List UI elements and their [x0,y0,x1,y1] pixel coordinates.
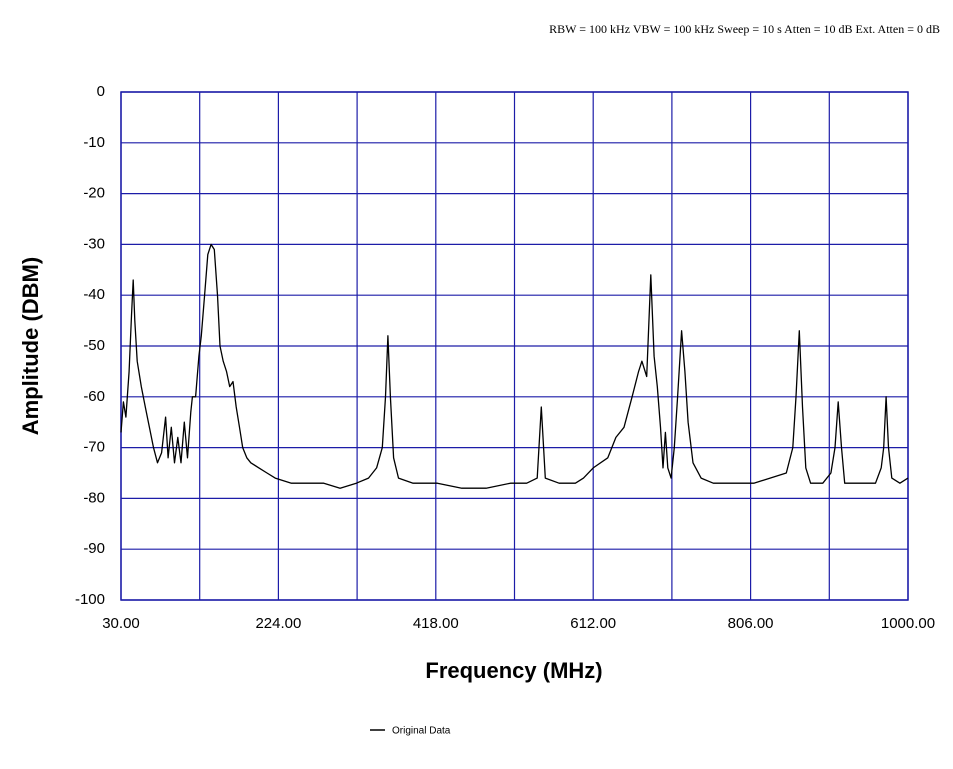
y-tick-label: -30 [83,235,105,252]
y-tick-label: -50 [83,337,105,354]
y-tick-label: -60 [83,388,105,405]
y-tick-label: -80 [83,489,105,506]
y-axis-label: Amplitude (DBM) [18,257,43,435]
y-tick-label: -90 [83,540,105,557]
y-tick-label: 0 [97,83,105,100]
x-tick-label: 224.00 [255,615,301,632]
x-axis-label: Frequency (MHz) [425,658,602,683]
x-tick-label: 612.00 [570,615,616,632]
y-tick-label: -10 [83,134,105,151]
y-tick-label: -70 [83,439,105,456]
y-tick-label: -100 [75,591,105,608]
legend-label: Original Data [392,726,451,737]
x-tick-label: 806.00 [728,615,774,632]
x-tick-label: 418.00 [413,615,459,632]
data-line [120,243,909,489]
y-tick-label: -40 [83,286,105,303]
plot-frame [120,91,909,601]
x-tick-label: 30.00 [102,615,140,632]
x-tick-label: 1000.00 [881,615,935,632]
y-tick-label: -20 [83,185,105,202]
chart-subtitle: RBW = 100 kHz VBW = 100 kHz Sweep = 10 s… [549,22,940,36]
